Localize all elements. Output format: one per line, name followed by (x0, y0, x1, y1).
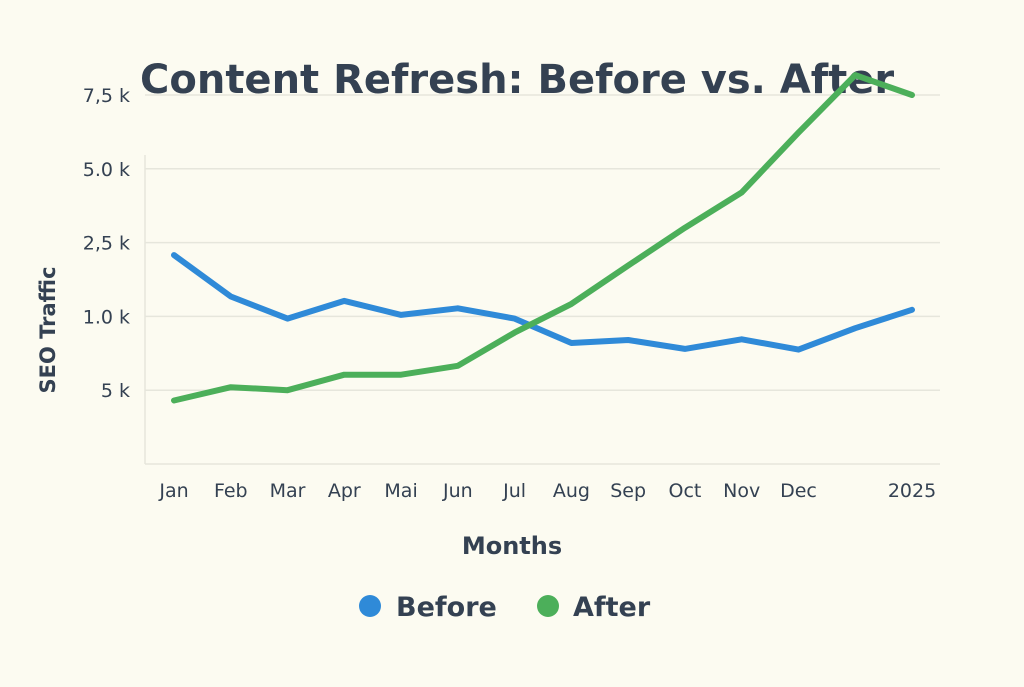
legend-label: After (573, 592, 651, 623)
chart-title: Content Refresh: Before vs. After (140, 57, 894, 103)
series-lines (171, 72, 915, 404)
x-tick-label: Feb (214, 480, 248, 502)
series-line-before (171, 252, 915, 353)
grid-lines (144, 94, 940, 465)
x-tick-label: Apr (328, 480, 361, 502)
legend: Before After (359, 592, 651, 623)
x-tick-label: Dec (780, 480, 817, 502)
x-axis-label: Months (462, 532, 562, 560)
y-tick-label: 1.0 k (83, 306, 130, 328)
y-tick-label: 5 k (101, 380, 130, 402)
y-tick-label: 2,5 k (83, 233, 130, 255)
y-axis-label: SEO Traffic (36, 266, 60, 393)
x-tick-label: Jul (502, 480, 526, 502)
legend-label: Before (396, 592, 497, 623)
x-tick-label: Nov (723, 480, 760, 502)
series-line-after (171, 72, 915, 404)
x-tick-label: Jan (158, 480, 188, 502)
x-tick-label: Aug (553, 480, 590, 502)
x-tick-label: Mar (270, 480, 306, 502)
y-axis-ticks: 5 k 1.0 k 2,5 k 5.0 k 7,5 k (83, 85, 130, 402)
legend-marker-before (359, 595, 381, 617)
y-tick-label: 5.0 k (83, 159, 130, 181)
x-axis-ticks: Jan Feb Mar Apr Mai Jun Jul Aug Sep Oct Nov Dec 2025 (158, 480, 936, 502)
x-tick-label: Sep (610, 480, 646, 502)
x-tick-label: 2025 (888, 480, 936, 502)
x-tick-label: Jun (442, 480, 473, 502)
x-tick-label: Oct (668, 480, 701, 502)
legend-marker-after (537, 595, 559, 617)
y-tick-label: 7,5 k (83, 85, 130, 107)
x-tick-label: Mai (384, 480, 417, 502)
